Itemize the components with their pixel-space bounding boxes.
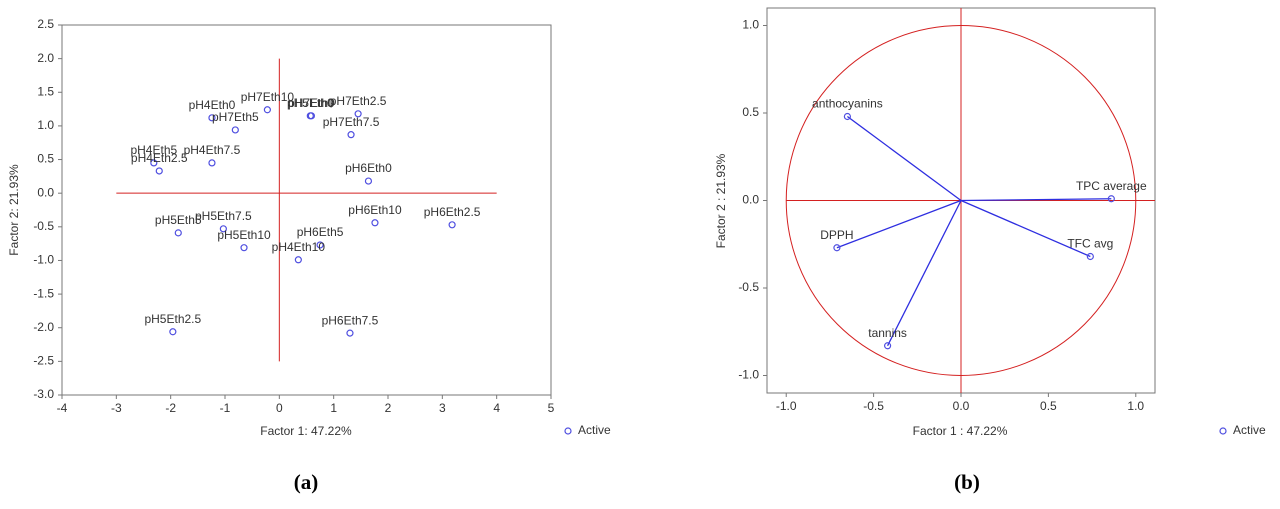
y-axis-title: Factor 2: 21.93% [7,164,21,256]
point [307,112,315,120]
point [1086,252,1094,261]
point [364,177,373,185]
point-label: pH7Eth5 [212,110,259,124]
x-tick-label: -1.0 [776,399,797,413]
point [448,221,456,229]
point [833,244,841,252]
y-tick-label: 1.0 [742,18,759,32]
y-tick-label: 0.0 [742,193,759,207]
loading-vector [960,198,1112,202]
point [150,159,158,167]
legend-marker [564,427,572,435]
x-tick-label: 4 [493,401,500,415]
x-tick-label: -3 [111,401,122,415]
point [155,167,163,175]
point [1107,195,1115,203]
point [174,229,182,237]
y-tick-label: 0.5 [742,105,759,119]
x-axis-title: Factor 1 : 47.22% [913,424,1008,438]
point-label: tannins [868,326,907,340]
point-label: TPC average [1076,179,1147,193]
point-label: pH4Eth10 [272,240,326,254]
point [231,126,239,134]
point [354,110,362,118]
point-label: pH6Eth10 [348,203,402,217]
y-axis-title: Factor 2 : 21.93% [714,153,728,248]
legend-marker [1219,427,1227,435]
y-tick-label: -2.0 [33,320,54,334]
point [347,131,355,139]
point [294,256,302,264]
point [843,112,851,121]
y-tick-label: -1.0 [33,253,54,267]
point [208,159,216,167]
x-tick-label: -1 [220,401,231,415]
loading-vector [960,199,1091,258]
y-tick-label: -1.0 [738,368,759,382]
point-label: pH5Eth10 [217,228,271,242]
x-tick-label: 0.5 [1040,399,1057,413]
x-tick-label: 1.0 [1127,399,1144,413]
point-label: pH6Eth0 [345,161,392,175]
point-label: pH5Eth2.5 [144,312,201,326]
point-label: pH6Eth7.5 [322,313,379,327]
point-label: pH4Eth2.5 [131,151,188,165]
x-tick-label: 3 [439,401,446,415]
point-label: TFC avg [1067,237,1113,251]
y-tick-label: -0.5 [33,219,54,233]
y-tick-label: 1.0 [37,118,54,132]
x-axis-title: Factor 1: 47.22% [260,424,352,438]
x-tick-label: -0.5 [863,399,884,413]
x-tick-label: 5 [548,401,555,415]
point [883,342,892,350]
x-tick-label: 1 [330,401,337,415]
caption: (b) [954,470,980,494]
legend-label: Active [1233,423,1266,437]
point-label: pH7Eth7.5 [323,115,380,129]
point-label: pH7Eth2.5 [330,94,387,108]
y-tick-label: 0.5 [37,152,54,166]
point-label: pH5Eth0 [287,96,334,110]
y-tick-label: -1.5 [33,286,54,300]
point [240,244,248,252]
x-tick-label: 2 [385,401,392,415]
point-label: pH6Eth5 [297,225,344,239]
caption: (a) [294,470,319,494]
y-tick-label: 1.5 [37,84,54,98]
point-label: DPPH [820,228,853,242]
loading-vector [887,200,962,347]
point [316,241,324,249]
x-tick-label: -2 [165,401,176,415]
loading-vector [836,199,962,249]
y-tick-label: 0.0 [37,185,54,199]
plot-frame [61,24,552,396]
point [208,114,216,122]
y-tick-label: -0.5 [738,280,759,294]
point-label: pH5Eth5 [155,213,202,227]
point-label: pH7Eth10 [241,90,295,104]
y-tick-label: -3.0 [33,387,54,401]
x-tick-label: -4 [57,401,68,415]
loading-vector [847,115,962,202]
y-tick-label: -2.5 [33,354,54,368]
y-tick-label: 2.5 [37,17,54,31]
point-label: pH4Eth7.5 [184,143,241,157]
point [346,329,354,337]
point-label: pH5Eth7.5 [195,209,252,223]
point-label: pH7Eth0 [288,96,335,110]
point [169,328,177,336]
y-tick-label: 2.0 [37,51,54,65]
point [219,225,227,233]
point-label: pH4Eth5 [130,143,177,157]
x-tick-label: 0.0 [953,399,970,413]
x-tick-label: 0 [276,401,283,415]
legend-label: Active [578,423,611,437]
point [263,106,271,114]
point-label: pH6Eth2.5 [424,205,481,219]
point [371,219,379,227]
point-label: pH4Eth0 [189,98,236,112]
point-label: anthocyanins [812,97,883,111]
